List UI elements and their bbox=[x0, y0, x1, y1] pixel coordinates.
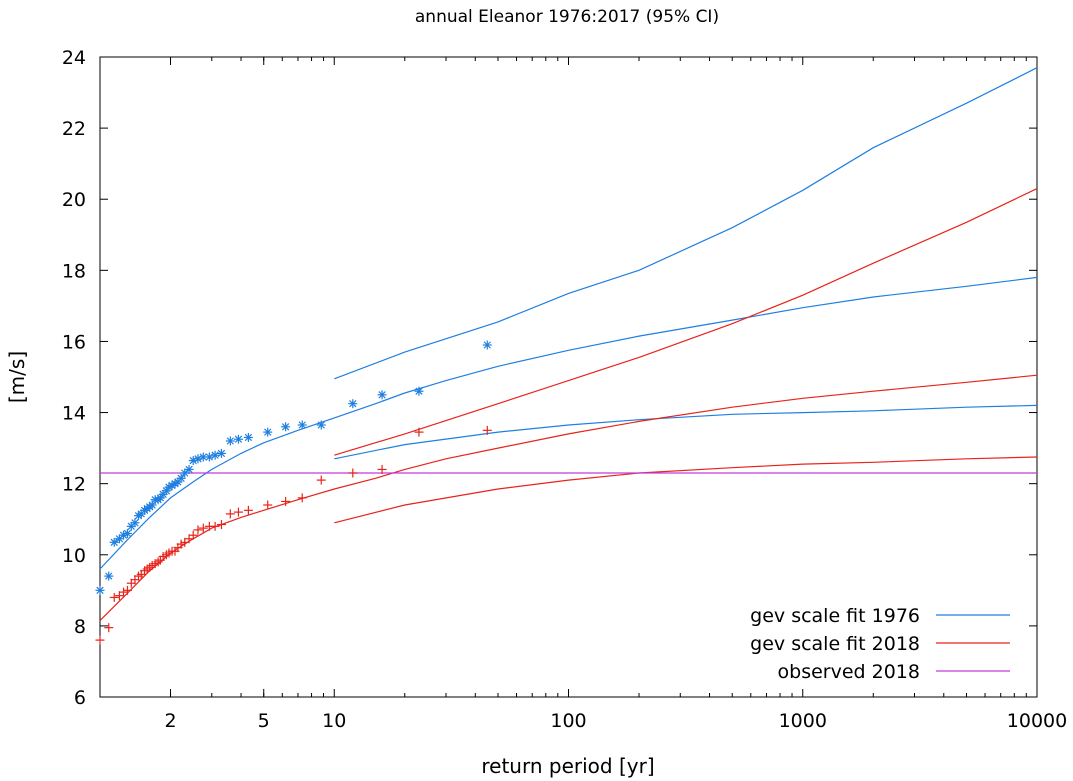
data-point-2018 bbox=[109, 592, 119, 602]
y-tick-label: 14 bbox=[62, 403, 86, 425]
data-point-1976 bbox=[210, 450, 220, 460]
data-point-1976 bbox=[122, 528, 132, 538]
y-tick-label: 6 bbox=[74, 687, 86, 709]
data-point-1976 bbox=[482, 340, 492, 350]
y-tick-label: 22 bbox=[62, 118, 86, 140]
y-tick-label: 12 bbox=[62, 474, 86, 496]
series-line-5-lower bbox=[334, 456, 1038, 524]
y-tick-label: 18 bbox=[62, 260, 86, 282]
data-point-1976 bbox=[184, 464, 194, 474]
series-line-3-central bbox=[99, 374, 1038, 622]
data-point-2018 bbox=[95, 635, 105, 645]
y-tick-label: 24 bbox=[62, 47, 86, 69]
point-markers bbox=[95, 340, 492, 645]
data-point-2018 bbox=[225, 509, 235, 519]
data-point-1976 bbox=[216, 448, 226, 458]
series-line-0-central bbox=[99, 276, 1038, 570]
data-point-1976 bbox=[243, 432, 253, 442]
x-tick-label: 1000 bbox=[779, 710, 827, 732]
data-point-2018 bbox=[482, 425, 492, 435]
legend: gev scale fit 1976 gev scale fit 2018 obse… bbox=[750, 605, 1010, 683]
data-point-2018 bbox=[297, 493, 307, 503]
data-point-1976 bbox=[95, 585, 105, 595]
data-point-2018 bbox=[243, 505, 253, 515]
data-point-1976 bbox=[263, 427, 273, 437]
data-point-1976 bbox=[176, 473, 186, 483]
data-point-1976 bbox=[130, 518, 140, 528]
legend-label: observed 2018 bbox=[778, 661, 920, 683]
x-axis-label: return period [yr] bbox=[481, 754, 654, 778]
data-point-2018 bbox=[188, 530, 198, 540]
x-tick-label: 2 bbox=[164, 710, 176, 732]
data-point-2018 bbox=[414, 427, 424, 437]
y-tick-label: 8 bbox=[74, 616, 86, 638]
y-tick-label: 10 bbox=[62, 545, 86, 567]
series-line-1-upper bbox=[334, 67, 1038, 380]
y-tick-label: 20 bbox=[62, 189, 86, 211]
data-point-2018 bbox=[233, 507, 243, 517]
series-line-2-lower bbox=[334, 404, 1038, 460]
x-tick-label: 10 bbox=[322, 710, 346, 732]
data-point-2018 bbox=[193, 525, 203, 535]
data-point-2018 bbox=[119, 587, 129, 597]
data-point-2018 bbox=[316, 475, 326, 485]
data-point-2018 bbox=[281, 496, 291, 506]
data-point-1976 bbox=[225, 436, 235, 446]
series-lines bbox=[99, 67, 1038, 622]
data-point-2018 bbox=[176, 539, 186, 549]
data-point-1976 bbox=[109, 537, 119, 547]
data-point-2018 bbox=[210, 521, 220, 531]
data-point-1976 bbox=[316, 420, 326, 430]
plot-area bbox=[99, 56, 1038, 698]
data-point-1976 bbox=[348, 399, 358, 409]
data-point-2018 bbox=[263, 500, 273, 510]
x-tick-label: 100 bbox=[550, 710, 586, 732]
data-point-1976 bbox=[147, 500, 157, 510]
x-tick-label: 5 bbox=[258, 710, 270, 732]
data-point-2018 bbox=[377, 464, 387, 474]
data-point-2018 bbox=[198, 523, 208, 533]
series-line-4-upper bbox=[334, 188, 1038, 456]
data-point-2018 bbox=[153, 557, 163, 567]
data-point-2018 bbox=[122, 585, 132, 595]
legend-label: gev scale fit 2018 bbox=[750, 633, 920, 655]
data-point-1976 bbox=[104, 571, 114, 581]
y-axis-label: [m/s] bbox=[5, 351, 29, 403]
data-point-1976 bbox=[281, 422, 291, 432]
data-point-2018 bbox=[348, 468, 358, 478]
x-tick-label: 10000 bbox=[1007, 710, 1067, 732]
axis-ticks: 6 8 10 12 14 16 18 20 22 24 2 5 10 100 1000 10000 bbox=[62, 47, 1067, 732]
data-point-1976 bbox=[233, 434, 243, 444]
data-point-1976 bbox=[377, 390, 387, 400]
y-tick-label: 16 bbox=[62, 331, 86, 353]
plot-frame bbox=[99, 56, 1038, 698]
data-point-2018 bbox=[216, 520, 226, 530]
data-point-1976 bbox=[414, 386, 424, 396]
data-point-2018 bbox=[104, 623, 114, 633]
legend-label: gev scale fit 1976 bbox=[750, 605, 920, 627]
chart-title: annual Eleanor 1976:2017 (95% CI) bbox=[415, 7, 719, 27]
data-point-1976 bbox=[297, 420, 307, 430]
